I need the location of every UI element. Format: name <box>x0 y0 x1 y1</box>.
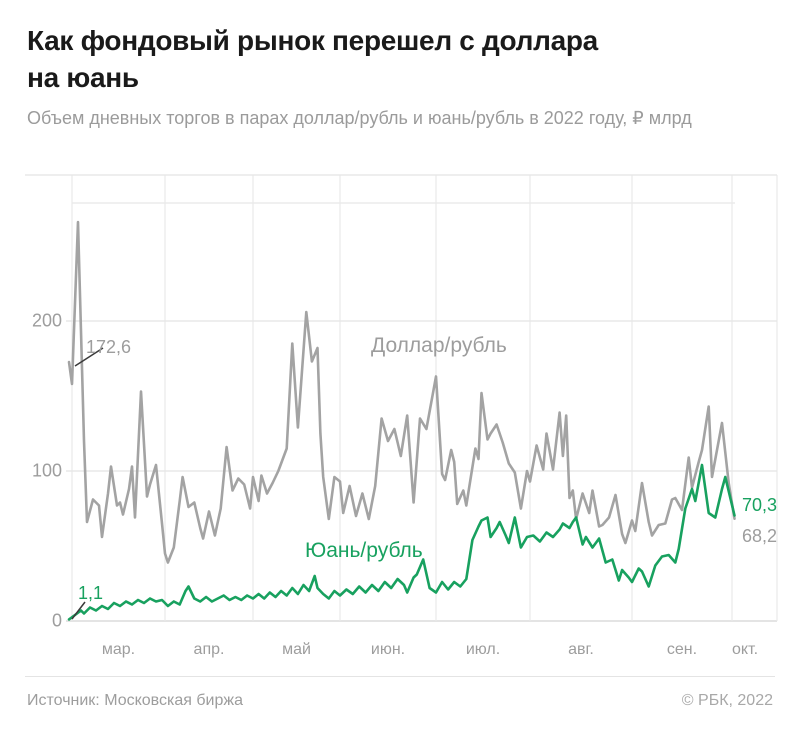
y-axis-tick-label: 200 <box>31 310 62 331</box>
annotation-usd-last-value: 68,2 <box>742 526 778 546</box>
callout-line-cny-first <box>71 601 86 620</box>
annotation-cny-first-value: 1,1 <box>78 583 104 603</box>
title-line1: Как фондовый рынок перешел с доллара <box>27 25 598 56</box>
callout-line-usd-first <box>74 347 104 367</box>
x-axis-tick-label: мар. <box>101 641 136 658</box>
annotation-cny-last-value: 70,3 <box>742 495 778 515</box>
x-axis-tick-label: авг. <box>568 641 594 658</box>
chart-subtitle: Объем дневных торгов в парах доллар/рубл… <box>27 108 692 128</box>
title-line2: на юань <box>27 62 139 93</box>
footer-divider <box>25 676 775 677</box>
page-title: Как фондовый рынок перешел с доллара на … <box>27 22 767 96</box>
series-label-cny-rub: Юань/рубль <box>305 539 423 562</box>
x-axis-tick-label: апр. <box>193 641 225 658</box>
x-axis-tick-label: май <box>282 641 311 658</box>
x-axis-tick-label: июл. <box>465 641 501 658</box>
copyright-text: © РБК, 2022 <box>681 692 773 709</box>
cny-rub-line <box>67 463 736 621</box>
usd-rub-line <box>67 220 736 564</box>
series-label-usd-rub: Доллар/рубль <box>371 334 507 357</box>
y-axis-tick-label: 0 <box>51 610 62 631</box>
x-axis-tick-label: сен. <box>666 641 698 658</box>
x-axis-tick-label: окт. <box>731 641 759 658</box>
x-axis-tick-label: июн. <box>370 641 406 658</box>
y-axis-tick-label: 100 <box>31 460 62 481</box>
source-text: Источник: Московская биржа <box>27 692 243 709</box>
annotation-usd-first-value: 172,6 <box>86 337 132 357</box>
